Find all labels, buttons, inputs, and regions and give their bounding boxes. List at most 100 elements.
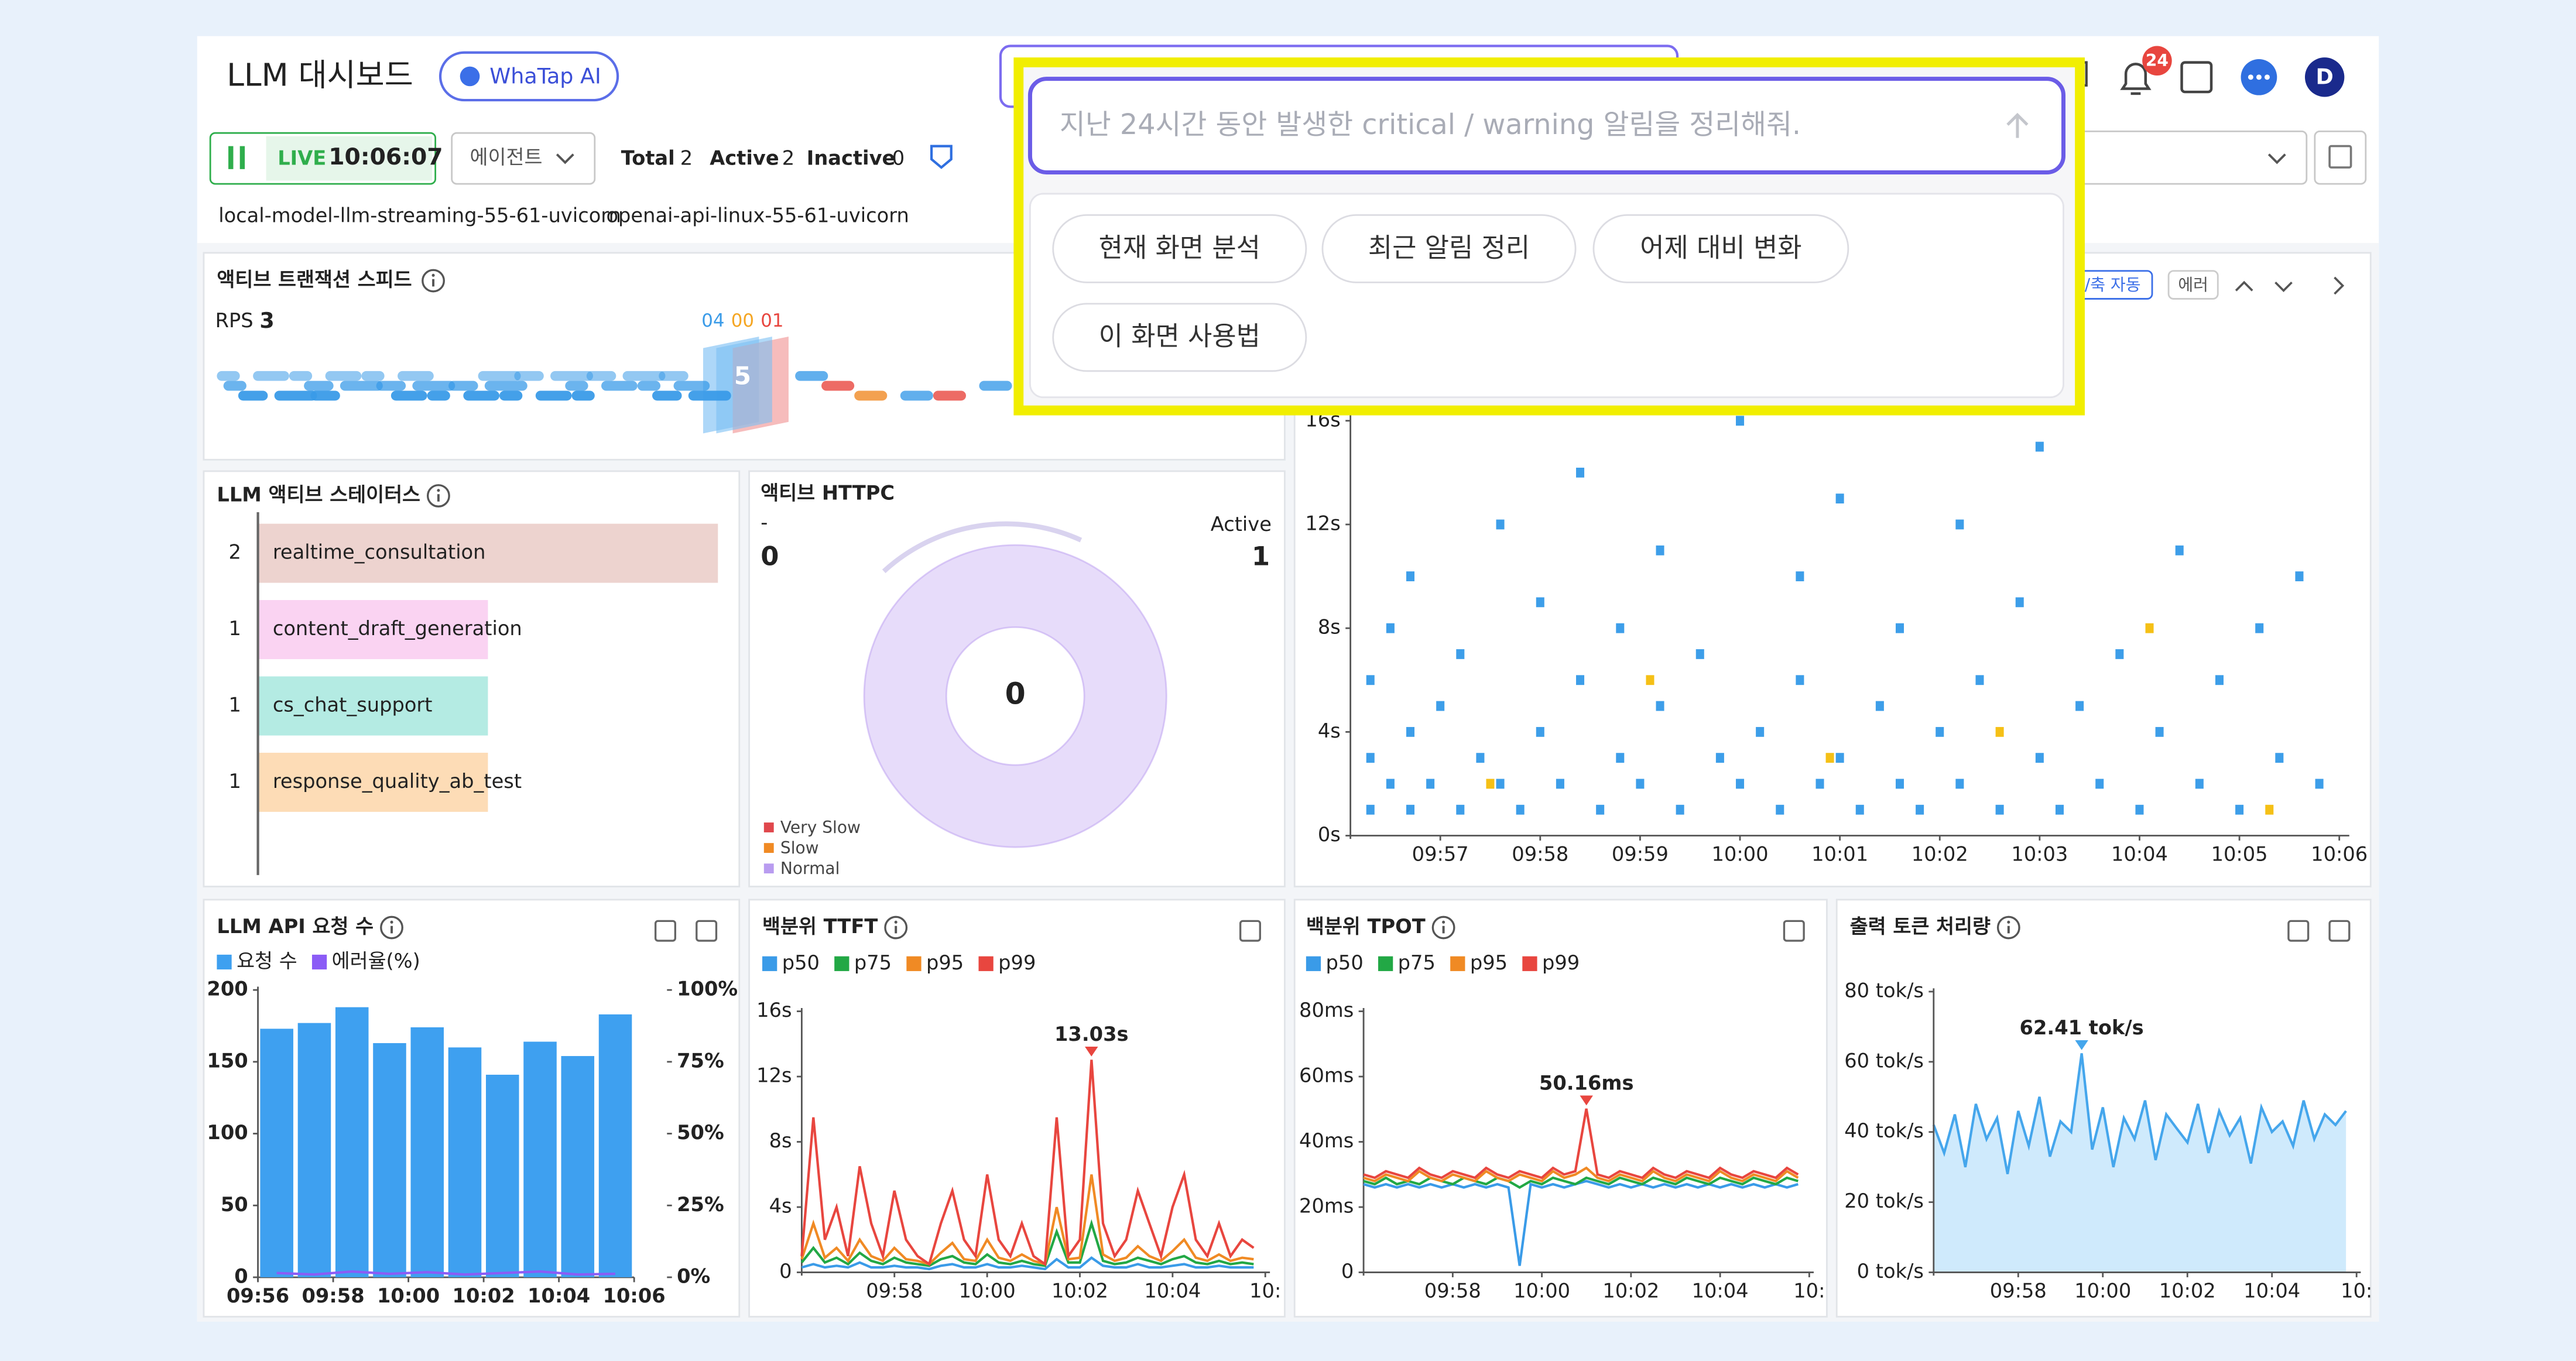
info-icon[interactable] (1996, 916, 2020, 940)
x-tick-label: 09:58 (1990, 1280, 2047, 1302)
stream-dot (673, 380, 710, 391)
axis-button-label[interactable]: /축 자동 (2085, 275, 2141, 294)
ai-button-frame[interactable] (439, 51, 619, 102)
down-button[interactable] (2274, 282, 2293, 292)
peak-label: 50.16ms (1539, 1071, 1634, 1094)
chart-icon[interactable] (696, 920, 718, 942)
stream-dot (601, 380, 638, 391)
ai-icon (460, 66, 480, 87)
stream-dot (821, 380, 855, 391)
legend-swatch (1306, 956, 1321, 971)
scatter-point (1676, 804, 1684, 815)
info-icon[interactable] (380, 916, 403, 940)
y-tick-label: 12s (756, 1064, 792, 1087)
info-icon[interactable] (884, 916, 908, 940)
scatter-point (1646, 675, 1654, 685)
legend-label: p50 (1326, 951, 1364, 974)
bar (258, 676, 488, 736)
info-icon[interactable] (1431, 916, 1455, 940)
up-button[interactable] (2235, 280, 2253, 292)
bell-icon[interactable] (2120, 63, 2152, 95)
legend-swatch (906, 956, 922, 971)
stream-dot (565, 380, 588, 391)
y-tick-label: 40ms (1299, 1129, 1354, 1152)
series-line (1932, 1053, 2347, 1174)
send-icon[interactable] (2006, 112, 2029, 138)
x-tick-label: 10:05 (2211, 843, 2268, 866)
chart-icon[interactable] (654, 920, 676, 942)
right-value: 1 (1252, 541, 1270, 572)
info-icon[interactable] (1442, 920, 1445, 924)
chart-icon[interactable] (1783, 920, 1805, 942)
scatter-point (2055, 804, 2064, 815)
scatter-point (1406, 571, 1415, 581)
chart-icon[interactable] (1239, 920, 1261, 942)
suggestion-label[interactable]: 이 화면 사용법 (1099, 321, 1260, 352)
suggestion-chip[interactable] (1052, 214, 1307, 283)
y-tick-label: 200 (207, 978, 248, 1000)
scatter-point (1406, 726, 1415, 737)
scatter-point (1835, 493, 1844, 504)
bar (258, 523, 718, 583)
avatar[interactable] (2304, 57, 2345, 97)
info-icon[interactable] (390, 920, 393, 924)
info-icon[interactable] (2007, 920, 2010, 924)
agent-dropdown-label[interactable]: 에이전트 (470, 146, 543, 169)
suggestion-chip[interactable] (1592, 214, 1849, 283)
chat-dot (2256, 74, 2262, 80)
chart-icon[interactable] (2287, 920, 2310, 942)
suggestion-chip[interactable] (1321, 214, 1577, 283)
x-tick-label: 10:02 (1912, 843, 1968, 866)
suggestion-label[interactable]: 어제 대비 변화 (1640, 232, 1801, 263)
legend-label: Slow (780, 838, 819, 858)
live-time: 10:06:07 (328, 144, 443, 170)
pause-icon[interactable] (239, 146, 245, 169)
panel-title: 백분위 TTFT (762, 915, 878, 938)
scatter-point (1825, 753, 1834, 763)
info-icon[interactable] (426, 484, 450, 508)
x-tick-label: 10:02 (1051, 1280, 1108, 1302)
save-icon[interactable] (2328, 145, 2352, 169)
chart-icon[interactable] (2328, 920, 2351, 942)
agent-dropdown[interactable] (451, 132, 596, 185)
prompt-input[interactable] (1027, 77, 2065, 174)
scatter-point (1875, 701, 1884, 711)
x-tick-label: 10:06 (2311, 843, 2368, 866)
scatter-point (1426, 779, 1435, 789)
pause-icon[interactable] (228, 146, 234, 169)
calendar-icon[interactable] (2180, 61, 2213, 94)
avatar-letter[interactable]: D (2316, 64, 2334, 90)
error-button[interactable] (2167, 270, 2219, 300)
stream-dot (622, 371, 666, 381)
y-tick-label: 0 (1341, 1260, 1354, 1283)
suggestion-label[interactable]: 최근 알림 정리 (1368, 232, 1530, 263)
x-tick-label: 10: (1793, 1280, 1825, 1302)
stream-dot (412, 380, 455, 391)
scatter-point (1995, 804, 2004, 815)
stream-dot (571, 390, 595, 401)
info-icon[interactable] (437, 489, 440, 492)
y-tick-label: 8s (769, 1129, 792, 1152)
scatter-point (1776, 804, 1784, 815)
scatter-point (1596, 804, 1605, 815)
bar (297, 1023, 331, 1277)
bar-label: content_draft_generation (273, 617, 522, 640)
ai-button[interactable]: WhaTap AI (439, 51, 619, 102)
next-button[interactable] (2334, 276, 2345, 295)
info-icon[interactable] (431, 273, 435, 277)
prompt-placeholder[interactable]: 지난 24시간 동안 발생한 critical / warning 알림을 정리… (1060, 109, 1801, 141)
ai-button-label[interactable]: WhaTap AI (489, 63, 601, 88)
save-button[interactable] (2314, 130, 2367, 185)
info-icon[interactable] (894, 920, 898, 924)
x-tick-label: 09:57 (1412, 843, 1469, 866)
error-button-label[interactable]: 에러 (2178, 275, 2208, 294)
scatter-point (1715, 753, 1724, 763)
suggestion-label[interactable]: 현재 화면 분석 (1099, 232, 1260, 263)
bar-label: realtime_consultation (273, 541, 486, 564)
suggestion-chip[interactable] (1052, 303, 1307, 372)
donut-ring (863, 544, 1167, 848)
filter-icon[interactable] (930, 145, 953, 169)
stream-dot (659, 371, 688, 381)
scatter-point (1366, 753, 1375, 763)
info-icon[interactable] (422, 269, 445, 293)
